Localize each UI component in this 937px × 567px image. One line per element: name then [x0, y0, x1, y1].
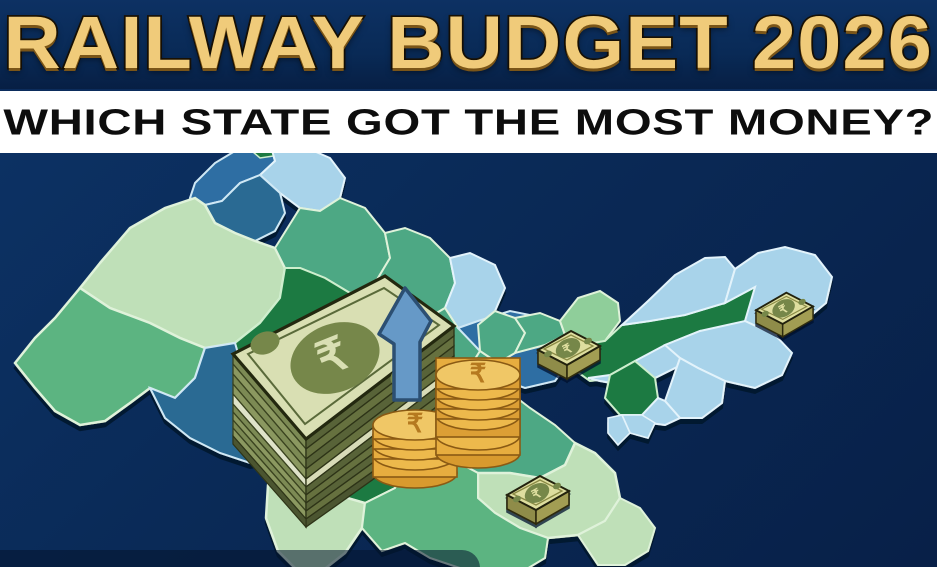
- svg-text:₹: ₹: [470, 358, 487, 388]
- svg-text:₹: ₹: [407, 408, 424, 438]
